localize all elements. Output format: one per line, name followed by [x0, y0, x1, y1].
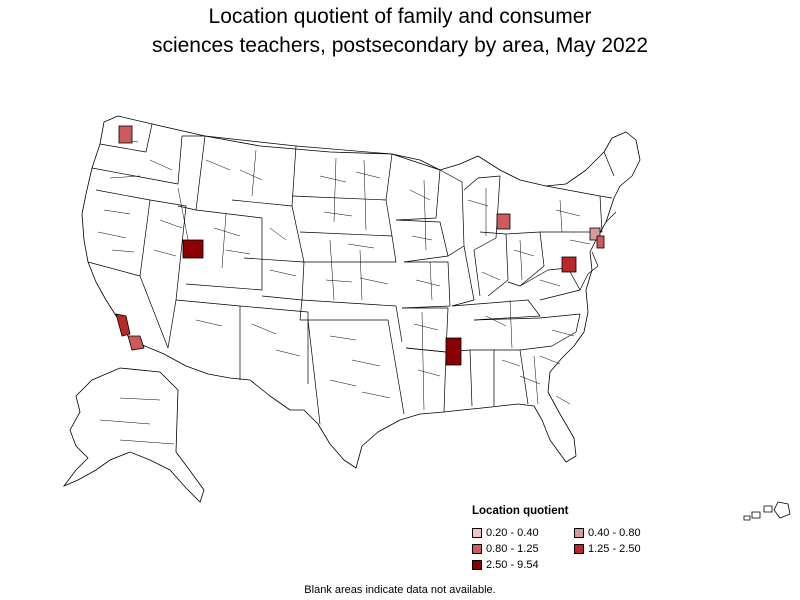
- legend-items: 0.20 - 0.40 0.40 - 0.80 0.80 - 1.25 1.25…: [472, 526, 692, 571]
- map-title-line-1: Location quotient of family and consumer: [208, 5, 592, 28]
- alaska: [62, 367, 205, 503]
- map-title: Location quotient of family and consumer…: [0, 2, 800, 60]
- legend-item: 0.40 - 0.80: [574, 526, 684, 539]
- hawaii-maui: [763, 505, 773, 513]
- hawaii: [743, 501, 791, 521]
- area-washington-north: [118, 125, 133, 144]
- legend-label: 0.40 - 0.80: [588, 526, 641, 539]
- hawaii-big-island: [773, 501, 791, 519]
- alaska-outline: [62, 367, 205, 503]
- area-boundaries: [97, 139, 591, 411]
- us-outline: [81, 115, 641, 469]
- area-new-jersey: [596, 235, 605, 249]
- area-northern-nevada: [182, 239, 204, 259]
- legend-item: 2.50 - 9.54: [472, 558, 574, 571]
- legend-swatch: [574, 543, 584, 554]
- area-southern-california-inland: [127, 335, 145, 351]
- area-pennsylvania-east: [589, 227, 601, 241]
- legend-item: 0.80 - 1.25: [472, 542, 574, 555]
- legend-item: 0.20 - 0.40: [472, 526, 574, 539]
- legend-title: Location quotient: [472, 505, 569, 517]
- legend-label: 0.20 - 0.40: [486, 526, 539, 539]
- footnote: Blank areas indicate data not available.: [304, 584, 496, 596]
- legend-swatch: [472, 527, 482, 538]
- conterminous-us: [81, 115, 641, 469]
- area-southern-california-coast: [115, 313, 131, 337]
- legend-swatch: [574, 527, 584, 538]
- legend-item: 1.25 - 2.50: [574, 542, 684, 555]
- hawaii-oahu: [751, 511, 761, 519]
- legend-label: 1.25 - 2.50: [588, 542, 641, 555]
- legend-swatch: [472, 543, 482, 554]
- highlighted-areas: [115, 125, 605, 366]
- legend: Location quotient 0.20 - 0.40 0.40 - 0.8…: [472, 505, 692, 571]
- area-mississippi: [445, 337, 462, 366]
- hawaii-kauai: [743, 515, 751, 521]
- legend-label: 2.50 - 9.54: [486, 558, 539, 571]
- legend-label: 0.80 - 1.25: [486, 542, 539, 555]
- legend-swatch: [472, 559, 482, 570]
- area-michigan: [496, 213, 511, 230]
- area-virginia: [561, 256, 577, 273]
- map-title-line-2: sciences teachers, postsecondary by area…: [151, 34, 649, 57]
- state-boundaries: [87, 123, 617, 425]
